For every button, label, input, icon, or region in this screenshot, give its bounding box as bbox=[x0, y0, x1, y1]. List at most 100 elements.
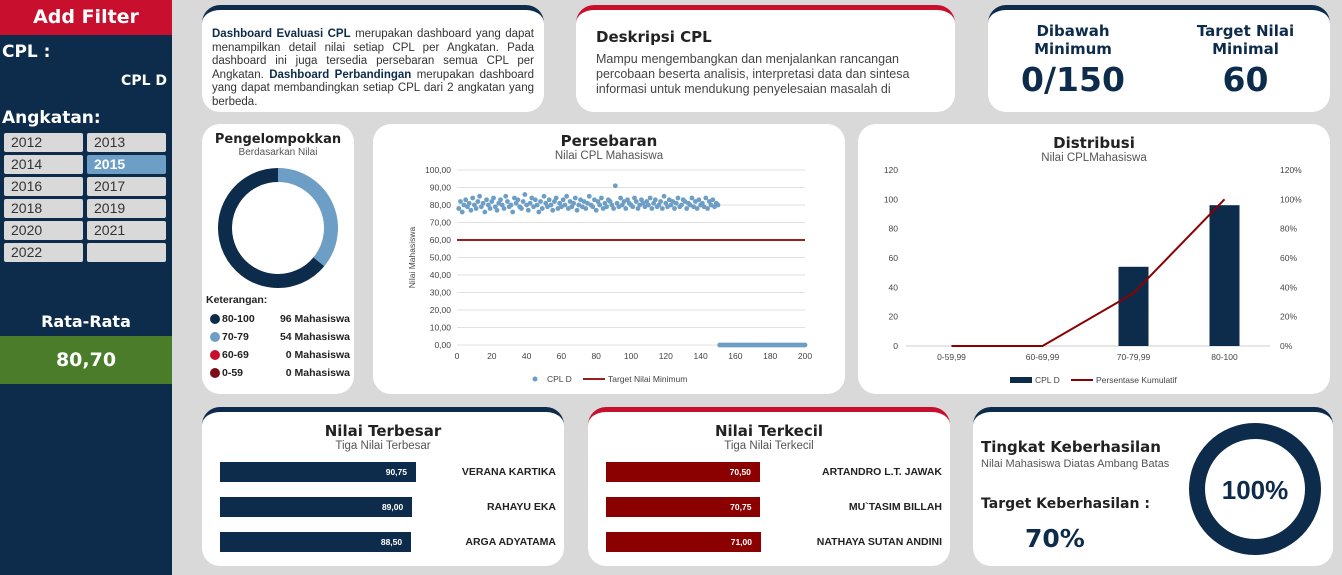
legend-marker-series bbox=[532, 376, 538, 382]
scatter-point bbox=[623, 206, 629, 211]
scatter-point bbox=[647, 195, 653, 201]
persebaran-card: Persebaran Nilai CPL Mahasiswa 0,00 10,00… bbox=[373, 124, 845, 394]
scatter-point bbox=[498, 197, 503, 203]
scatter-point bbox=[470, 195, 476, 201]
legend-range: 60-69 bbox=[222, 349, 249, 361]
y-tick-label: 80 bbox=[889, 224, 899, 234]
rate-ring-arc bbox=[1189, 423, 1321, 555]
y-tick-label: 100 bbox=[884, 194, 898, 204]
scatter-point bbox=[649, 206, 655, 211]
year-button-2012[interactable]: 2012 bbox=[4, 133, 83, 152]
keberhasilan-title: Tingkat Keberhasilan bbox=[981, 438, 1161, 456]
x-tick-label: 40 bbox=[522, 351, 532, 361]
scatter-point bbox=[694, 206, 700, 211]
legend-title: Keterangan: bbox=[206, 294, 268, 306]
year-button-2016[interactable]: 2016 bbox=[4, 177, 83, 196]
keberhasilan-subtitle: Nilai Mahasiswa Diatas Ambang Batas bbox=[981, 458, 1170, 470]
terbesar-card: Nilai Terbesar Tiga Nilai Terbesar 90,75… bbox=[202, 407, 564, 566]
bar-80-100 bbox=[1209, 205, 1240, 346]
scatter-point bbox=[520, 199, 526, 204]
student-name: NATHAYA SUTAN ANDINI bbox=[816, 536, 942, 548]
scatter-point bbox=[572, 195, 578, 201]
scatter-point bbox=[548, 202, 554, 208]
donut-slice-70-79 bbox=[277, 168, 338, 267]
legend-item-70-79: 70-79 54 Mahasiswa bbox=[210, 330, 350, 344]
y-tick-label: 90,00 bbox=[430, 183, 452, 193]
scatter-point bbox=[536, 209, 542, 215]
year-button-2013[interactable]: 2013 bbox=[87, 133, 166, 152]
terkecil-card: Nilai Terkecil Tiga Nilai Terkecil 70,50… bbox=[588, 407, 950, 566]
legend-dot bbox=[210, 350, 220, 360]
legend-count: 0 Mahasiswa bbox=[285, 367, 350, 379]
year-button-2022[interactable]: 2022 bbox=[4, 243, 83, 262]
scatter-point bbox=[571, 200, 576, 206]
persebaran-title: Persebaran bbox=[560, 132, 658, 150]
legend-marker-bar bbox=[1010, 377, 1032, 383]
x-tick-label: 60 bbox=[557, 351, 567, 361]
distribusi-subtitle: Nilai CPLMahasiswa bbox=[1041, 152, 1147, 164]
legend-line-label: Target Nilai Minimum bbox=[608, 374, 687, 384]
scatter-point bbox=[487, 206, 493, 211]
score-bar: 70,75 bbox=[606, 497, 761, 517]
y2-tick-label: 80% bbox=[1280, 224, 1297, 234]
scatter-point bbox=[599, 195, 604, 201]
scatter-point bbox=[501, 206, 507, 211]
legend-bar-label: CPL D bbox=[1035, 375, 1060, 385]
x-tick-label: 0-59,99 bbox=[937, 352, 966, 362]
cpl-label: CPL : bbox=[2, 42, 51, 62]
year-button-2015[interactable]: 2015 bbox=[87, 155, 166, 174]
distribusi-card: Distribusi Nilai CPLMahasiswa 0 0% 20 20% 40… bbox=[858, 124, 1330, 394]
scatter-point bbox=[684, 206, 690, 211]
scatter-point bbox=[534, 202, 540, 208]
year-button-2019[interactable]: 2019 bbox=[87, 199, 166, 218]
y-tick-label: 0 bbox=[893, 341, 898, 351]
scatter-point bbox=[715, 202, 721, 208]
scatter-point bbox=[604, 204, 610, 210]
add-filter-title: Add Filter bbox=[0, 0, 172, 35]
legend-dot bbox=[210, 368, 220, 378]
pengelompokkan-card: Pengelompokkan Berdasarkan Nilai Keteran… bbox=[202, 124, 354, 394]
year-button-2014[interactable]: 2014 bbox=[4, 155, 83, 174]
scatter-point bbox=[661, 193, 667, 199]
y-tick-label: 40,00 bbox=[430, 270, 452, 280]
year-button-blank[interactable] bbox=[87, 243, 166, 262]
legend-item-80-100: 80-100 96 Mahasiswa bbox=[210, 312, 350, 326]
deskripsi-card: Deskripsi CPL Mampu mengembangkan dan me… bbox=[576, 5, 955, 112]
scatter-point bbox=[710, 197, 716, 203]
legend-dot bbox=[210, 314, 220, 324]
scatter-point bbox=[590, 204, 596, 210]
scatter-point bbox=[458, 199, 463, 204]
scatter-point bbox=[527, 200, 533, 206]
scatter-point bbox=[463, 197, 469, 203]
y2-tick-label: 20% bbox=[1280, 312, 1297, 322]
scatter-point bbox=[546, 197, 552, 203]
y2-tick-label: 100% bbox=[1280, 194, 1302, 204]
cpl-selector[interactable]: CPL D bbox=[121, 73, 167, 89]
scatter-point bbox=[583, 206, 589, 211]
year-button-2021[interactable]: 2021 bbox=[87, 221, 166, 240]
below-min-label: Dibawah Minimum bbox=[1034, 22, 1112, 58]
legend-count: 0 Mahasiswa bbox=[285, 349, 350, 361]
year-button-2018[interactable]: 2018 bbox=[4, 199, 83, 218]
scatter-point bbox=[505, 199, 510, 204]
distribusi-title: Distribusi bbox=[1053, 134, 1135, 152]
score-bar: 71,00 bbox=[606, 532, 761, 552]
x-tick-label: 120 bbox=[659, 351, 673, 361]
distribution-chart: 0 0% 20 20% 40 40% 60 60% 80 80% 100 100% 120 120% 0-5… bbox=[884, 165, 1302, 385]
y-tick-label: 0,00 bbox=[434, 340, 451, 350]
target-value: 60 bbox=[1222, 60, 1269, 99]
score-bar: 70,50 bbox=[606, 462, 760, 482]
scatter-point bbox=[612, 183, 618, 189]
scatter-point bbox=[703, 195, 709, 201]
scatter-point bbox=[510, 209, 516, 215]
y-tick-label: 60,00 bbox=[430, 235, 452, 245]
pengelompokkan-subtitle: Berdasarkan Nilai bbox=[238, 147, 318, 158]
scatter-point bbox=[679, 202, 684, 208]
scatter-point bbox=[611, 206, 616, 211]
year-button-2020[interactable]: 2020 bbox=[4, 221, 83, 240]
student-name: ARGA ADYATAMA bbox=[465, 536, 556, 548]
scatter-point bbox=[459, 209, 465, 215]
score-bar: 89,00 bbox=[220, 497, 413, 517]
year-button-2017[interactable]: 2017 bbox=[87, 177, 166, 196]
scatter-point bbox=[525, 207, 531, 213]
